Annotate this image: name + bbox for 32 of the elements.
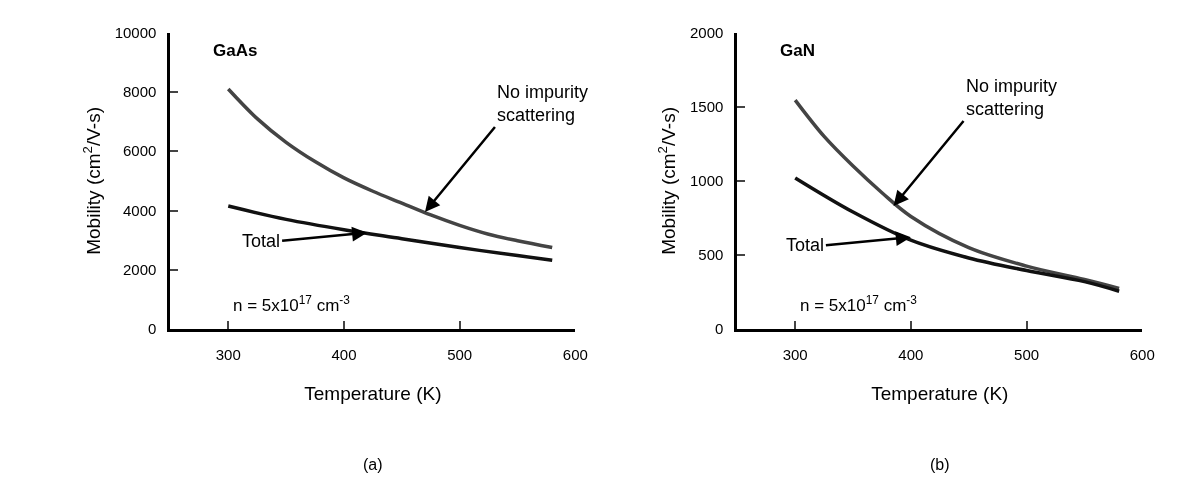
annotation: Total — [786, 235, 825, 255]
y-tick-label: 2000 — [689, 23, 724, 41]
x-tick-label: 300 — [782, 346, 808, 364]
y-tick-label: 8000 — [123, 83, 157, 101]
x-tick-label: 300 — [215, 346, 241, 364]
y-tick-label: 0 — [715, 320, 724, 338]
y-tick-label: 500 — [698, 246, 724, 264]
text: (b) — [930, 456, 950, 473]
annotation: n = 5x10$^{17}$ cm$^{-3}$ — [233, 293, 351, 316]
x-axis-title: Temperature (K) — [304, 382, 442, 404]
y-tick-label: 0 — [148, 320, 157, 338]
y-tick-label: 6000 — [123, 142, 157, 160]
line-series — [226, 204, 554, 263]
annotation: No impurity scattering — [966, 76, 1058, 120]
x-tick-label: 500 — [1014, 346, 1040, 364]
annotation: No impurity scattering — [497, 82, 589, 126]
y-tick-label: 4000 — [123, 201, 157, 219]
x-tick-label: 500 — [447, 346, 473, 364]
y-tick-label: 2000 — [123, 261, 157, 279]
text: GaN — [780, 41, 815, 60]
annotation: Total — [242, 231, 281, 251]
x-tick-label: 600 — [562, 346, 588, 364]
x-tick-label: 400 — [331, 346, 357, 364]
y-tick-label: 1500 — [689, 98, 724, 116]
y-tick-label: 1000 — [689, 172, 724, 190]
y-tick-label: 10000 — [114, 23, 157, 41]
annotation: n = 5x10$^{17}$ cm$^{-3}$ — [800, 293, 918, 316]
text: (a) — [363, 456, 383, 473]
x-tick-label: 400 — [898, 346, 924, 364]
x-axis-title: Temperature (K) — [871, 382, 1009, 404]
x-tick-label: 600 — [1129, 346, 1155, 364]
text: GaAs — [213, 41, 258, 60]
